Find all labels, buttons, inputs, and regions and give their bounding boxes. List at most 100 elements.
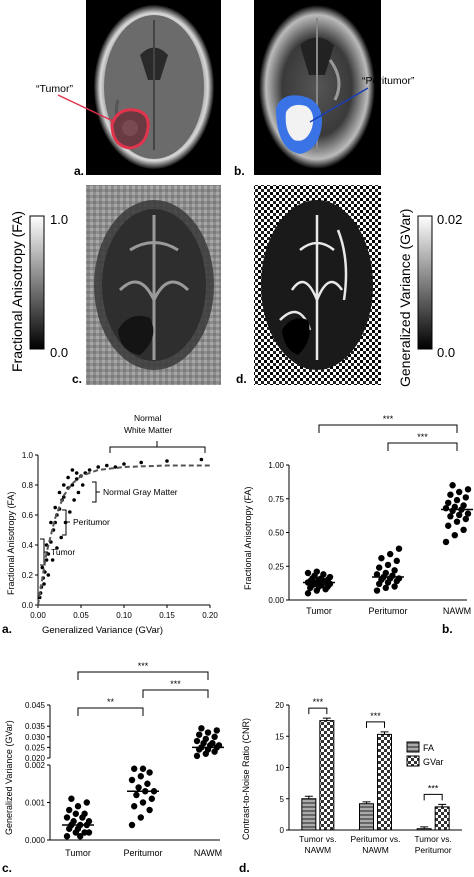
- annot-normal-white-matter-1: Normal: [134, 413, 162, 423]
- panel-label-bot-c: c.: [2, 861, 12, 875]
- chart-c-point: [63, 833, 71, 840]
- chart-d-category-label-line2: NAWM: [362, 845, 389, 855]
- chart-d-ytick-label: 20: [275, 701, 284, 710]
- peritumor-callout: “Peritumor”: [362, 75, 415, 87]
- chart-b-point: [464, 510, 472, 517]
- chart-a-xtick-label: 0.10: [116, 611, 132, 620]
- chart-d-ytick-label: 10: [275, 764, 284, 773]
- chart-b-category-label: NAWM: [443, 606, 471, 616]
- chart-d-category-label-line2: NAWM: [305, 845, 332, 855]
- chart-a-point: [72, 498, 76, 502]
- chart-a-point: [96, 465, 100, 469]
- chart-a-point: [113, 465, 118, 469]
- chart-b-point: [460, 502, 467, 509]
- chart-a-point: [87, 468, 92, 472]
- gvar-colorbar-label: Generalized Variance (GVar): [397, 209, 413, 387]
- chart-d-significance-label: ***: [370, 711, 381, 721]
- chart-b-point: [451, 532, 458, 539]
- chart-d-bar-gvar: [319, 720, 335, 831]
- panel-label-bot-b: b.: [442, 622, 453, 636]
- chart-c-point: [209, 739, 216, 747]
- chart-c-ytick-label: 0.000: [25, 836, 46, 845]
- chart-b-point: [442, 538, 450, 546]
- chart-b-ytick-label: 0.00: [268, 596, 284, 605]
- panel-label-top-a: a.: [74, 164, 84, 178]
- chart-d-significance-bracket: [366, 721, 385, 728]
- chart-c-point: [146, 806, 153, 814]
- chart-c-point: [148, 795, 155, 802]
- chart-b-point: [326, 573, 334, 581]
- chart-c-category-label: Tumor: [65, 848, 91, 858]
- chart-a-point: [74, 471, 79, 475]
- chart-b-point: [445, 499, 452, 506]
- fa-colorbar-label: Fractional Anisotropy (FA): [9, 211, 25, 372]
- chart-b-point: [462, 494, 469, 501]
- chart-d-category-label-line2: Peritumor: [415, 845, 452, 855]
- chart-a-point: [46, 573, 51, 577]
- chart-b-point: [460, 526, 467, 533]
- fa-colorbar-min: 0.0: [50, 345, 68, 360]
- chart-c-significance-bracket: [77, 671, 209, 680]
- chart-a-point: [59, 535, 64, 540]
- chart-c-category-label: NAWM: [194, 848, 222, 858]
- chart-b-point: [313, 568, 320, 575]
- chart-c-point: [146, 769, 153, 776]
- panel-label-top-d: d.: [236, 372, 247, 386]
- chart-c-significance-bracket: [142, 689, 209, 698]
- chart-a-xlabel: Generalized Variance (GVar): [42, 625, 163, 636]
- chart-a-xtick-label: 0.00: [30, 611, 46, 620]
- chart-a-point: [80, 483, 85, 487]
- chart-c-point: [211, 733, 218, 740]
- chart-a-point: [62, 495, 66, 499]
- chart-a-point: [62, 483, 66, 487]
- chart-c-point: [137, 814, 144, 821]
- chart-c-point: [128, 776, 136, 784]
- tumor-callout: “Tumor”: [36, 83, 73, 95]
- annot-tumor: Tumor: [51, 547, 75, 557]
- annot-normal-white-matter-2: White Matter: [124, 425, 172, 435]
- chart-b-point: [382, 569, 389, 577]
- chart-b-point: [395, 575, 403, 582]
- chart-c-point: [139, 799, 147, 806]
- chart-c-point: [135, 784, 142, 791]
- chart-a-xtick-label: 0.20: [202, 611, 218, 620]
- chart-d-category-label-line1: Tumor vs.: [414, 834, 451, 844]
- chart-d-legend-swatch: [406, 755, 420, 767]
- chart-d-bar-fa: [416, 828, 432, 831]
- chart-c-significance-bracket: [77, 707, 144, 716]
- chart-b-ylabel: Fractional Anisotropy (FA): [243, 486, 253, 590]
- chart-c-point: [133, 791, 140, 799]
- chart-a-ytick-label: 0.4: [22, 541, 34, 550]
- chart-c-category-label: Peritumor: [123, 848, 162, 858]
- gvar-map-image: [254, 185, 381, 385]
- chart-a-point: [70, 468, 75, 472]
- chart-c-point: [70, 818, 77, 825]
- chart-b-ytick-label: 0.75: [268, 495, 284, 504]
- annot-peritumor: Peritumor: [73, 517, 110, 527]
- chart-b-point: [384, 561, 392, 569]
- chart-c-point: [131, 803, 138, 810]
- chart-c-point: [63, 814, 71, 821]
- chart-d-significance-label: ***: [428, 783, 439, 793]
- chart-b-point: [449, 482, 456, 489]
- chart-b-significance-bracket: [318, 424, 458, 433]
- chart-b-point: [456, 511, 463, 519]
- chart-b-point: [393, 557, 400, 565]
- chart-d-ylabel: Contrast-to-Noise Ratio (CNR): [241, 718, 251, 840]
- chart-a-point: [105, 463, 109, 468]
- chart-b-significance-label: ***: [383, 414, 394, 424]
- chart-b-category-label: Peritumor: [368, 606, 407, 616]
- chart-b-point: [304, 569, 312, 577]
- chart-a-fit-curve: [37, 464, 210, 606]
- chart-c-point: [198, 725, 205, 732]
- chart-d-significance-bracket: [308, 707, 328, 715]
- chart-a-point: [57, 490, 62, 495]
- chart-a-point: [139, 460, 143, 465]
- chart-c-point: [77, 833, 84, 840]
- chart-a-point: [42, 582, 46, 586]
- chart-fa-by-region: Fractional Anisotropy (FA) b. 0.00 0.25 0.…: [243, 414, 473, 636]
- chart-c-ytick-label: 0.025: [25, 743, 46, 752]
- chart-c-point: [131, 765, 138, 772]
- chart-d-legend-label: FA: [423, 743, 434, 753]
- gvar-colorbar: [417, 215, 433, 350]
